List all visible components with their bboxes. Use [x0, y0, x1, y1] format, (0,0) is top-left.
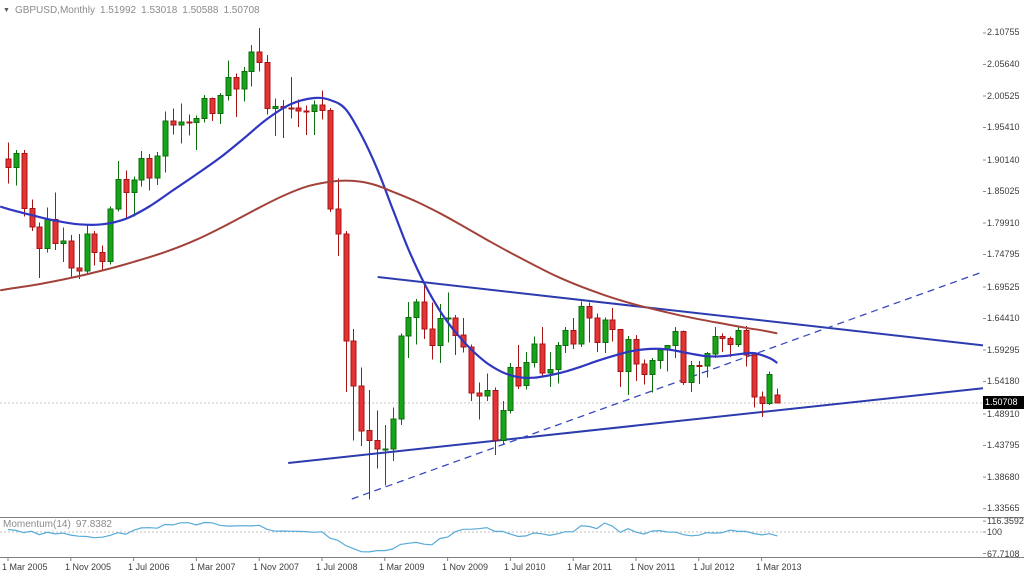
quick-trade-dropdown-icon[interactable]: ▼ [3, 7, 10, 14]
dashed-ascending-trendline[interactable] [351, 271, 984, 500]
ma-slow-line [0, 179, 778, 335]
upper-descending-trendline[interactable] [377, 276, 984, 347]
lower-ascending-trendline[interactable] [288, 387, 984, 464]
candles-group [5, 27, 781, 500]
momentum-line [7, 521, 778, 553]
ma-fast-line [0, 96, 778, 380]
current-price-badge: 1.50708 [983, 396, 1024, 409]
